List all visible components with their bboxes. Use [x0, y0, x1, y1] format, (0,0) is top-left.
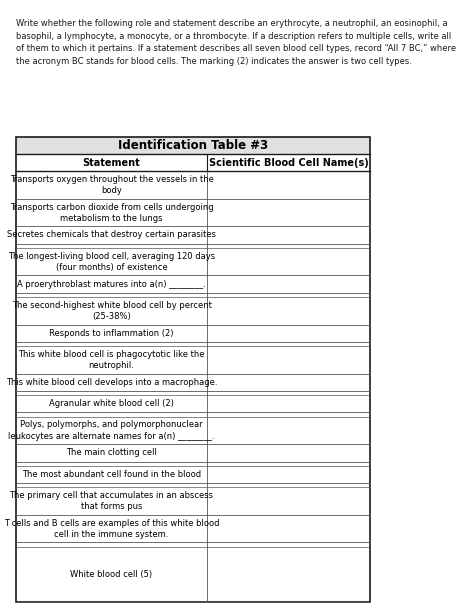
Text: Polys, polymorphs, and polymorphonuclear
leukocytes are alternate names for a(n): Polys, polymorphs, and polymorphonuclear…	[8, 421, 215, 441]
Text: A proerythroblast matures into a(n) ________.: A proerythroblast matures into a(n) ____…	[17, 280, 206, 289]
Text: The primary cell that accumulates in an abscess
that forms pus: The primary cell that accumulates in an …	[9, 491, 213, 511]
Text: T cells and B cells are examples of this white blood
cell in the immune system.: T cells and B cells are examples of this…	[4, 519, 219, 539]
Text: White blood cell (5): White blood cell (5)	[70, 570, 152, 579]
Text: The most abundant cell found in the blood: The most abundant cell found in the bloo…	[22, 470, 201, 479]
Text: Agranular white blood cell (2): Agranular white blood cell (2)	[49, 399, 174, 409]
Text: This white blood cell develops into a macrophage.: This white blood cell develops into a ma…	[6, 378, 217, 387]
Text: The second-highest white blood cell by percent
(25-38%): The second-highest white blood cell by p…	[12, 301, 212, 321]
Text: The longest-living blood cell, averaging 120 days
(four months) of existence: The longest-living blood cell, averaging…	[8, 252, 215, 272]
Text: This white blood cell is phagocytotic like the
neutrophil.: This white blood cell is phagocytotic li…	[18, 350, 205, 370]
Text: The main clotting cell: The main clotting cell	[66, 449, 157, 457]
Text: Statement: Statement	[83, 157, 140, 168]
Text: Transports oxygen throughout the vessels in the
body: Transports oxygen throughout the vessels…	[9, 175, 213, 195]
Text: Scientific Blood Cell Name(s): Scientific Blood Cell Name(s)	[209, 157, 369, 168]
Text: Write whether the following role and statement describe an erythrocyte, a neutro: Write whether the following role and sta…	[16, 19, 456, 66]
Text: Identification Table #3: Identification Table #3	[118, 139, 268, 152]
Text: Transports carbon dioxide from cells undergoing
metabolism to the lungs: Transports carbon dioxide from cells und…	[10, 202, 213, 223]
Text: Secretes chemicals that destroy certain parasites: Secretes chemicals that destroy certain …	[7, 230, 216, 240]
Bar	[16, 137, 370, 154]
Text: Responds to inflammation (2): Responds to inflammation (2)	[49, 329, 174, 337]
